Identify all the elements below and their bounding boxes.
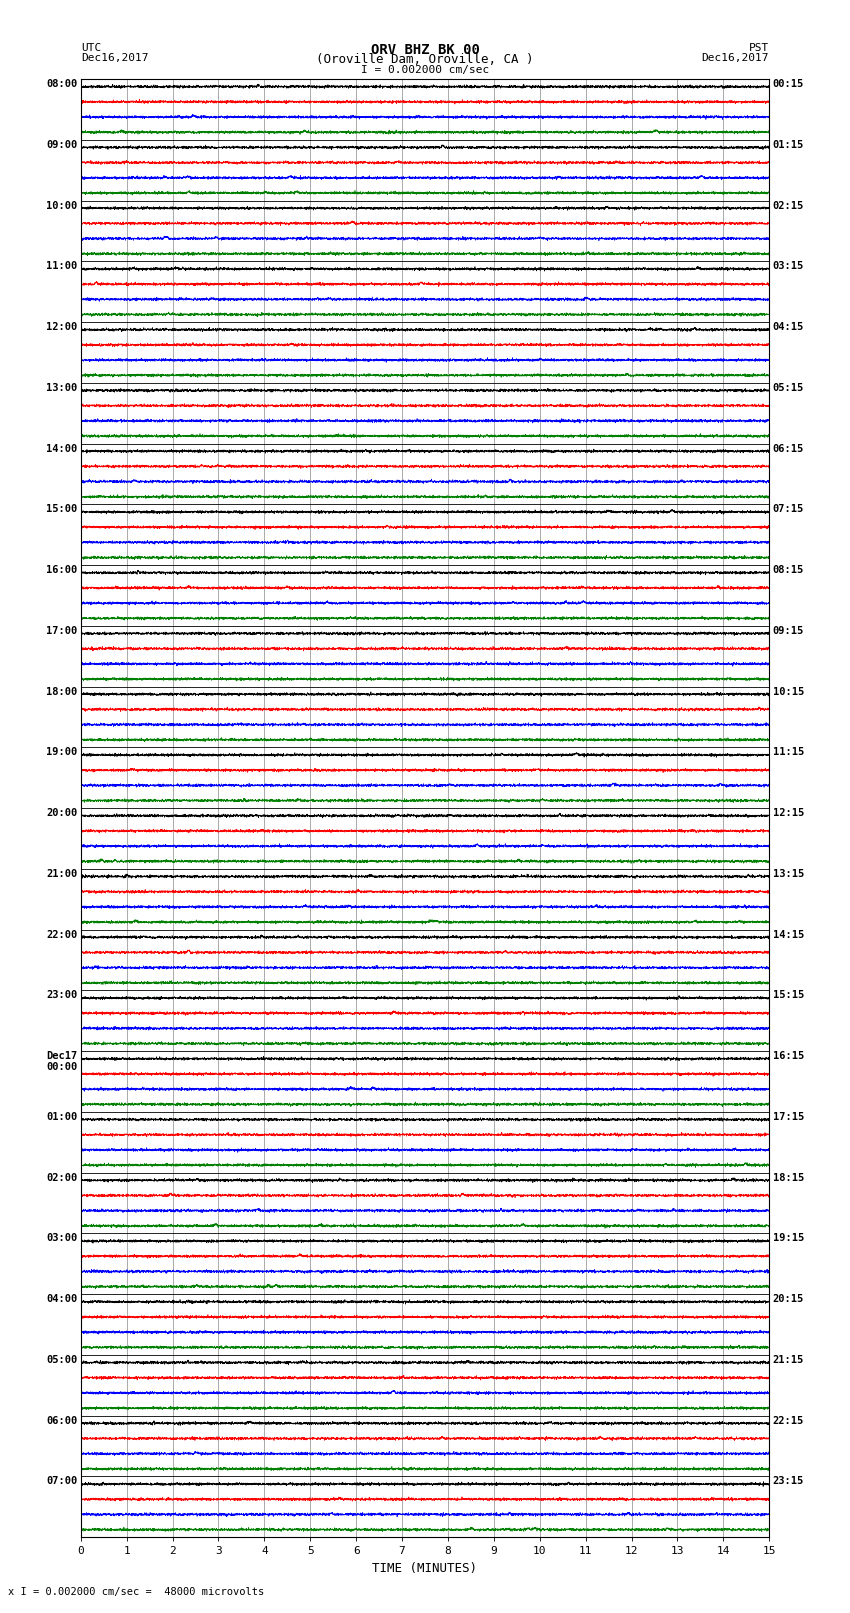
Text: 22:00: 22:00: [46, 929, 77, 940]
Text: 23:15: 23:15: [773, 1476, 804, 1487]
Text: 16:15: 16:15: [773, 1052, 804, 1061]
Text: PST: PST: [749, 44, 769, 53]
Text: (Oroville Dam, Oroville, CA ): (Oroville Dam, Oroville, CA ): [316, 53, 534, 66]
Text: 03:15: 03:15: [773, 261, 804, 271]
Text: 17:15: 17:15: [773, 1111, 804, 1123]
Text: 07:00: 07:00: [46, 1476, 77, 1487]
Text: 10:15: 10:15: [773, 687, 804, 697]
Text: 02:15: 02:15: [773, 200, 804, 211]
Text: 08:00: 08:00: [46, 79, 77, 89]
Text: 02:00: 02:00: [46, 1173, 77, 1182]
Text: 14:00: 14:00: [46, 444, 77, 453]
Text: 18:15: 18:15: [773, 1173, 804, 1182]
Text: 13:15: 13:15: [773, 869, 804, 879]
Text: 17:00: 17:00: [46, 626, 77, 636]
Text: 14:15: 14:15: [773, 929, 804, 940]
Text: 06:15: 06:15: [773, 444, 804, 453]
Text: 09:00: 09:00: [46, 140, 77, 150]
Text: 16:00: 16:00: [46, 565, 77, 576]
Text: 06:00: 06:00: [46, 1416, 77, 1426]
Text: 08:15: 08:15: [773, 565, 804, 576]
Text: 11:15: 11:15: [773, 747, 804, 758]
Text: Dec16,2017: Dec16,2017: [702, 53, 769, 63]
Text: 10:00: 10:00: [46, 200, 77, 211]
Text: ORV BHZ BK 00: ORV BHZ BK 00: [371, 44, 479, 56]
Text: 00:15: 00:15: [773, 79, 804, 89]
Text: 03:00: 03:00: [46, 1234, 77, 1244]
Text: 11:00: 11:00: [46, 261, 77, 271]
Text: 01:00: 01:00: [46, 1111, 77, 1123]
Text: x I = 0.002000 cm/sec =  48000 microvolts: x I = 0.002000 cm/sec = 48000 microvolts: [8, 1587, 264, 1597]
Text: 19:15: 19:15: [773, 1234, 804, 1244]
Text: 07:15: 07:15: [773, 505, 804, 515]
Text: 04:15: 04:15: [773, 323, 804, 332]
Text: 13:00: 13:00: [46, 382, 77, 394]
Text: 09:15: 09:15: [773, 626, 804, 636]
Text: 12:00: 12:00: [46, 323, 77, 332]
Text: 23:00: 23:00: [46, 990, 77, 1000]
Text: 01:15: 01:15: [773, 140, 804, 150]
Text: 21:00: 21:00: [46, 869, 77, 879]
Text: Dec16,2017: Dec16,2017: [81, 53, 148, 63]
Text: 04:00: 04:00: [46, 1294, 77, 1305]
Text: 20:15: 20:15: [773, 1294, 804, 1305]
Text: Dec17
00:00: Dec17 00:00: [46, 1052, 77, 1073]
Text: 15:00: 15:00: [46, 505, 77, 515]
Text: I = 0.002000 cm/sec: I = 0.002000 cm/sec: [361, 65, 489, 74]
Text: UTC: UTC: [81, 44, 101, 53]
Text: 18:00: 18:00: [46, 687, 77, 697]
X-axis label: TIME (MINUTES): TIME (MINUTES): [372, 1561, 478, 1574]
Text: 20:00: 20:00: [46, 808, 77, 818]
Text: 19:00: 19:00: [46, 747, 77, 758]
Text: 22:15: 22:15: [773, 1416, 804, 1426]
Text: 05:00: 05:00: [46, 1355, 77, 1365]
Text: 12:15: 12:15: [773, 808, 804, 818]
Text: 21:15: 21:15: [773, 1355, 804, 1365]
Text: 15:15: 15:15: [773, 990, 804, 1000]
Text: 05:15: 05:15: [773, 382, 804, 394]
